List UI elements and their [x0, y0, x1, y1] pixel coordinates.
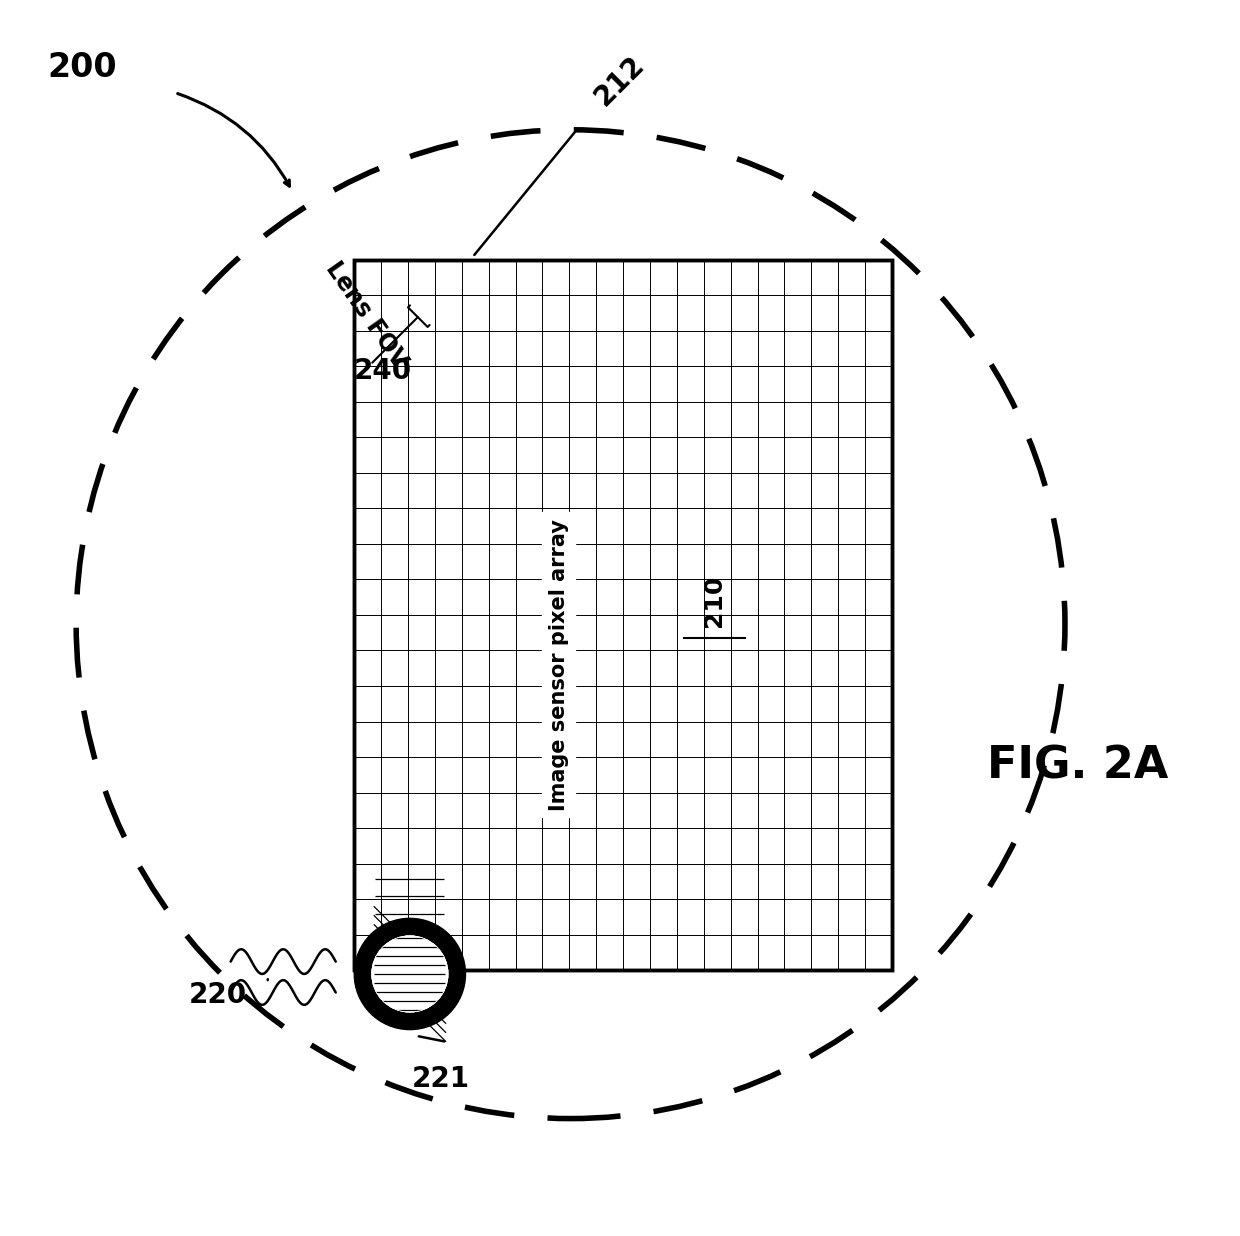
Text: Image sensor pixel array: Image sensor pixel array [548, 519, 569, 811]
Text: 200: 200 [47, 52, 117, 84]
Text: 212: 212 [589, 49, 651, 111]
Text: Lens FOV: Lens FOV [321, 257, 412, 373]
Circle shape [355, 918, 465, 1030]
Bar [355, 260, 892, 970]
Circle shape [372, 936, 448, 1012]
Text: 240: 240 [353, 357, 412, 384]
Text: 221: 221 [412, 1065, 470, 1093]
Circle shape [372, 936, 448, 1012]
Circle shape [372, 936, 448, 1012]
Bar [355, 260, 892, 970]
Text: FIG. 2A: FIG. 2A [987, 745, 1168, 787]
Text: 210: 210 [703, 575, 727, 627]
Text: 220: 220 [190, 981, 247, 1009]
